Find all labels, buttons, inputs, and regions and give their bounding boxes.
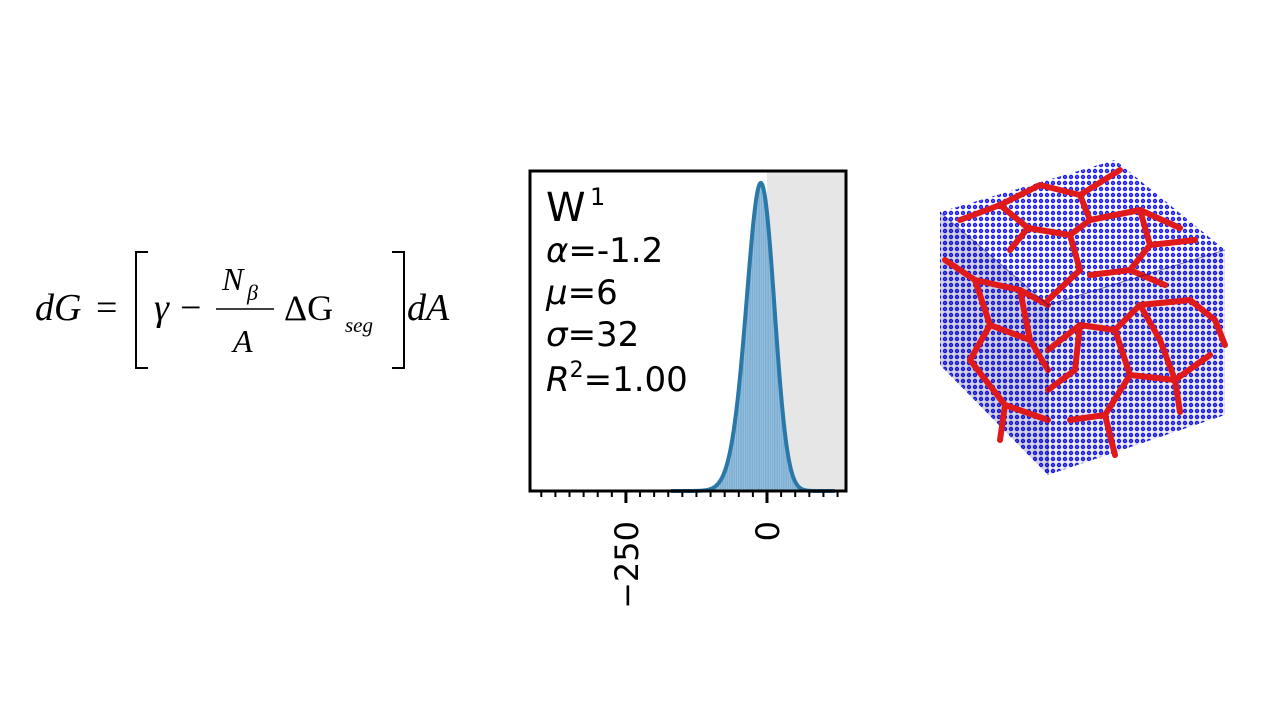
plot-content <box>671 171 846 493</box>
fit-parameters: α=-1.2 μ=6 σ=32 R2=1.00 <box>545 231 688 400</box>
equation-equals: = <box>96 287 117 329</box>
param-mu: μ=6 <box>545 273 618 313</box>
segregation-energy-distribution-plot: −250 0 W 1 α=-1.2 μ=6 σ=32 R2=1.00 <box>520 165 860 635</box>
histogram-bar <box>757 185 761 492</box>
x-tick-label: 0 <box>749 521 787 541</box>
x-axis-ticks: −250 0 <box>540 491 839 609</box>
histogram-bar <box>764 203 768 492</box>
histogram-bar <box>750 232 754 492</box>
right-bracket <box>392 251 405 369</box>
equation-lhs: dG <box>35 287 81 329</box>
histogram-bar <box>753 211 756 492</box>
equation-gamma: γ <box>154 287 170 329</box>
element-superscript: 1 <box>590 183 605 211</box>
plot-frame <box>528 169 848 493</box>
histogram-bar <box>766 223 770 492</box>
segregation-energy-equation: dG = γ − N β A ΔG seg dA <box>30 248 470 373</box>
fraction-numerator-subscript: β <box>246 280 258 305</box>
param-sigma: σ=32 <box>546 315 639 355</box>
polycrystal-atomistic-cube <box>930 150 1240 485</box>
param-alpha: α=-1.2 <box>546 231 663 271</box>
element-label: W <box>546 185 586 231</box>
histogram-bar <box>762 189 765 492</box>
left-bracket <box>135 251 148 369</box>
equation-minus: − <box>180 287 201 329</box>
histogram-bar <box>748 258 752 492</box>
param-r-squared: R2=1.00 <box>546 358 688 400</box>
grain-boundaries <box>942 167 1228 458</box>
histogram-bar <box>760 183 763 492</box>
x-tick-label: −250 <box>608 521 646 609</box>
equation-rhs: dA <box>407 287 450 329</box>
fraction-numerator: N <box>221 261 245 297</box>
equation-delta-g: ΔG <box>284 288 333 328</box>
fraction-denominator: A <box>231 323 253 359</box>
histogram-bar <box>755 194 759 492</box>
equation-delta-g-subscript: seg <box>345 313 373 337</box>
